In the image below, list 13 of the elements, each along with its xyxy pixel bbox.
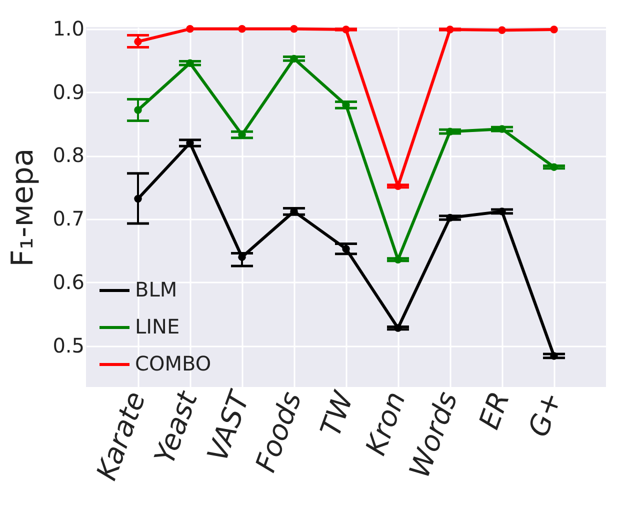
- y-tick-label: 0.6: [52, 270, 84, 294]
- legend-label: LINE: [135, 314, 180, 338]
- y-tick-label: 0.7: [52, 206, 84, 231]
- y-tick-label: 0.8: [52, 143, 84, 168]
- x-tick-label: TW: [314, 386, 361, 441]
- y-tick-label: 0.9: [52, 80, 84, 104]
- x-tick-label: ER: [472, 387, 516, 434]
- x-tick-label: G+: [522, 387, 568, 442]
- legend-label: BLM: [135, 278, 178, 302]
- y-tick-label: 0.5: [52, 333, 84, 358]
- legend-label: COMBO: [135, 352, 212, 376]
- y-axis-title: F₁-мера: [6, 148, 41, 267]
- y-tick-label: 1.0: [52, 16, 84, 40]
